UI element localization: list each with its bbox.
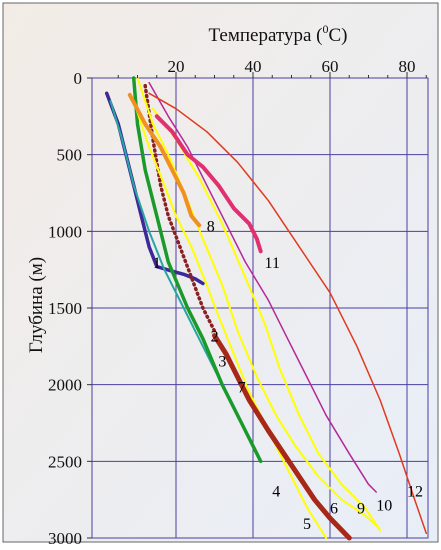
series-label-8: 8 <box>207 218 215 235</box>
y-axis-label: Глубина (м) <box>26 257 47 353</box>
series-label-9: 9 <box>357 500 365 517</box>
series-line-2 <box>143 83 217 333</box>
series-line-8 <box>127 92 202 228</box>
y-tick-label: 1500 <box>48 299 82 318</box>
series-label-6: 6 <box>330 500 338 517</box>
series-line-7 <box>136 77 378 527</box>
series-line-3 <box>109 100 220 378</box>
y-tick-label: 2500 <box>48 452 82 471</box>
y-tick-label: 3000 <box>48 529 82 545</box>
x-tick-label: 80 <box>399 57 416 76</box>
series-label-7: 7 <box>238 379 246 396</box>
series-line-4 <box>131 76 263 464</box>
series-label-3: 3 <box>218 353 226 370</box>
series-label-2: 2 <box>211 329 219 346</box>
series-line-10 <box>148 81 377 493</box>
x-tick-label: 60 <box>322 57 339 76</box>
series-label-4: 4 <box>272 484 280 501</box>
series-label-12: 12 <box>407 484 423 501</box>
series-line-9 <box>151 107 382 532</box>
series-line-5 <box>132 100 328 539</box>
series-line-12 <box>148 92 428 535</box>
series-label-5: 5 <box>303 516 311 533</box>
y-tick-label: 0 <box>74 69 83 88</box>
y-tick-label: 1000 <box>48 222 82 241</box>
y-tick-label: 2000 <box>48 376 82 395</box>
series-lines <box>104 76 428 541</box>
series-line-6 <box>212 333 352 541</box>
series-line-11 <box>154 114 263 254</box>
series-label-11: 11 <box>265 255 280 272</box>
chart-title: Температура (0C) <box>209 22 348 46</box>
series-label-1: 1 <box>153 255 161 272</box>
axes: 20 40 60 80 0 500 1000 1500 2000 2500 3000 <box>48 57 427 548</box>
x-tick-label: 40 <box>245 57 262 76</box>
series-label-10: 10 <box>376 497 392 514</box>
x-tick-label: 20 <box>168 57 185 76</box>
y-tick-label: 500 <box>57 146 83 165</box>
